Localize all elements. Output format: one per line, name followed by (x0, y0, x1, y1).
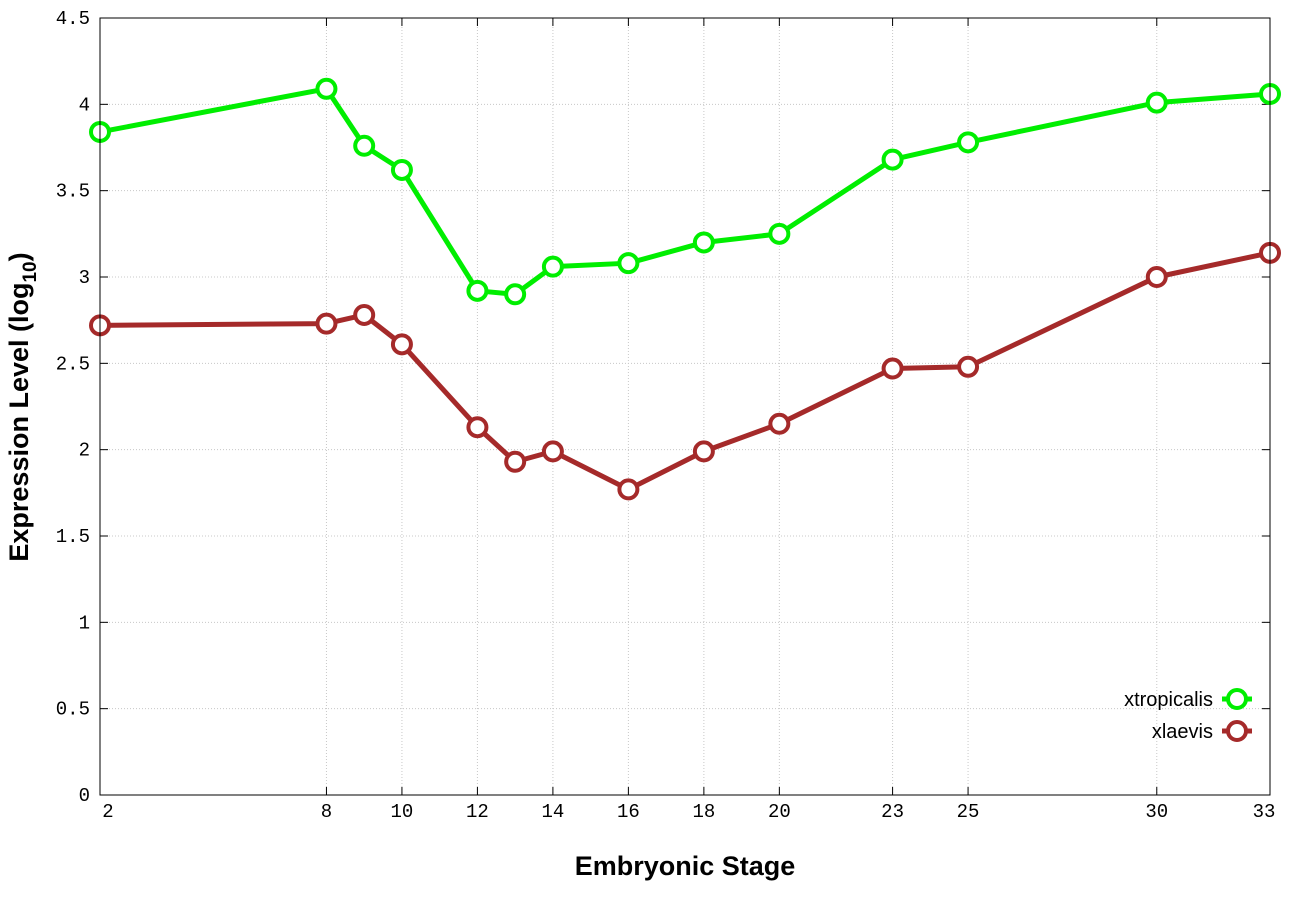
data-point-xtropicalis (692, 231, 715, 254)
data-point-xtropicalis (466, 279, 489, 302)
legend-label-xtropicalis: xtropicalis (1124, 689, 1213, 711)
data-point-xlaevis (1145, 266, 1168, 288)
x-tick-label: 18 (692, 801, 715, 823)
axis-ticks: 0 0.5 1 1.5 2 2.5 3 3.5 4 4.5 2 8 10 12 14 16 18 20 23 25 30… (56, 8, 1276, 823)
y-tick-label: 2.5 (56, 353, 90, 375)
data-point-xlaevis (957, 355, 980, 378)
legend: xtropicalis xlaevis (1124, 688, 1252, 743)
data-point-xlaevis (881, 357, 904, 380)
series-line-xlaevis (99, 250, 1271, 492)
x-tick-label: 2 (102, 801, 113, 823)
data-point-xtropicalis (390, 158, 413, 181)
x-tick-label: 20 (768, 801, 791, 823)
data-point-xlaevis (504, 450, 527, 473)
y-tick-label: 4 (79, 94, 90, 116)
data-point-xlaevis (617, 478, 640, 501)
data-point-xlaevis (466, 416, 489, 439)
x-tick-label: 8 (321, 801, 332, 823)
y-tick-label: 2 (79, 440, 90, 462)
legend-marker-xtropicalis (1226, 688, 1248, 710)
x-axis-label: Embryonic Stage (575, 851, 796, 881)
y-tick-label: 0.5 (56, 699, 90, 721)
data-point-xlaevis (541, 440, 564, 463)
x-tick-label: 30 (1145, 801, 1168, 823)
y-tick-label: 3 (79, 267, 90, 289)
x-tick-label: 23 (881, 801, 904, 823)
x-tick-label: 16 (617, 801, 640, 823)
y-tick-label: 1.5 (56, 526, 90, 548)
y-axis-label: Expression Level (log10) (4, 252, 41, 561)
data-point-xtropicalis (617, 252, 640, 275)
plot-frame (99, 17, 1271, 796)
legend-marker-xlaevis (1226, 720, 1248, 742)
x-tick-label: 10 (391, 801, 414, 823)
data-point-xtropicalis (504, 283, 527, 306)
grid (100, 18, 1270, 795)
data-point-xtropicalis (957, 131, 980, 154)
series-layer (89, 77, 1281, 501)
y-tick-label: 1 (79, 612, 90, 634)
x-tick-label: 14 (541, 801, 564, 823)
data-point-xtropicalis (881, 148, 904, 171)
y-tick-label: 0 (79, 785, 90, 807)
data-point-xtropicalis (315, 77, 338, 100)
legend-label-xlaevis: xlaevis (1152, 721, 1213, 743)
series-line-xtropicalis (99, 86, 1271, 297)
data-point-xlaevis (768, 412, 791, 435)
x-tick-label: 25 (957, 801, 980, 823)
data-point-xtropicalis (1145, 91, 1168, 114)
x-tick-label: 33 (1253, 801, 1276, 823)
data-point-xlaevis (315, 312, 338, 335)
data-point-xtropicalis (768, 222, 791, 245)
x-tick-label: 12 (466, 801, 489, 823)
data-point-xlaevis (692, 440, 715, 463)
data-point-xlaevis (353, 303, 376, 326)
data-point-xtropicalis (353, 134, 376, 157)
data-point-xlaevis (390, 333, 413, 356)
data-point-xtropicalis (541, 255, 564, 278)
y-tick-label: 3.5 (56, 181, 90, 203)
y-tick-label: 4.5 (56, 8, 90, 30)
